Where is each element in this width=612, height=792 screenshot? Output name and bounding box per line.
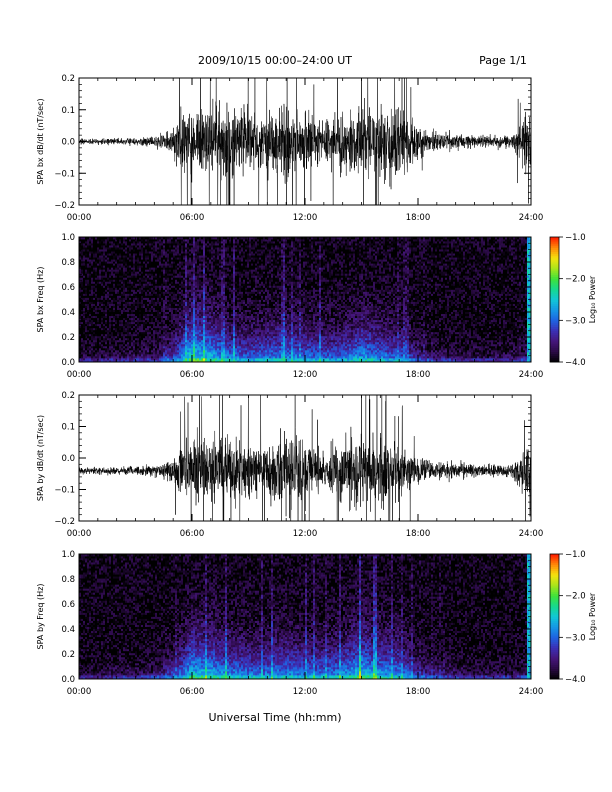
colorbar-tick-label: −2.0 — [565, 275, 586, 285]
y-tick-label: −0.2 — [54, 517, 75, 527]
colorbar-tick-label: −3.0 — [565, 633, 586, 643]
y-tick-label: 0.0 — [61, 138, 75, 148]
y-tick-label: −0.2 — [54, 201, 75, 211]
y-tick-label: 0.6 — [61, 283, 75, 293]
panel-bx-spectrogram: 00:00 06:00 12:00 18:00 24:00 1.0 0.8 0.6 0.4 0.2… — [36, 233, 597, 380]
y-axis-label: SPA bx Freq (Hz) — [36, 267, 45, 333]
y-tick-label: 0.8 — [61, 575, 75, 585]
y-tick-label: 0.1 — [61, 423, 75, 433]
x-tick-label: 24:00 — [519, 529, 544, 539]
spectrogram-cells — [79, 554, 531, 679]
y-tick-label: 1.0 — [61, 233, 75, 243]
colorbar-tick-label: −3.0 — [565, 316, 586, 326]
x-tick-label: 06:00 — [180, 213, 205, 223]
y-axis-label: SPA bx dB/dt (nT/sec) — [36, 98, 45, 184]
colorbar-tick-label: −1.0 — [565, 550, 586, 560]
y-tick-label: 0.2 — [61, 650, 75, 660]
x-tick-label: 24:00 — [519, 213, 544, 223]
y-tick-label: 0.6 — [61, 600, 75, 610]
colorbar-label: Log₁₀ Power — [588, 592, 597, 640]
x-tick-label: 18:00 — [406, 370, 431, 380]
y-tick-label: 0.2 — [61, 333, 75, 343]
x-tick-label: 18:00 — [406, 213, 431, 223]
x-tick-label: 12:00 — [293, 370, 318, 380]
y-tick-label: 0.4 — [61, 308, 75, 318]
colorbar-label: Log₁₀ Power — [588, 275, 597, 323]
x-tick-label: 18:00 — [406, 529, 431, 539]
y-axis-label: SPA by Freq (Hz) — [36, 584, 45, 650]
page-indicator: Page 1/1 — [479, 54, 527, 67]
x-tick-label: 00:00 — [67, 687, 92, 697]
x-tick-label: 00:00 — [67, 370, 92, 380]
y-tick-label: 0.1 — [61, 106, 75, 116]
x-tick-label: 12:00 — [293, 529, 318, 539]
x-axis-label: Universal Time (hh:mm) — [209, 711, 342, 724]
x-tick-label: 12:00 — [293, 213, 318, 223]
y-axis-label: SPA by dB/dt (nT/sec) — [36, 415, 45, 501]
x-tick-label: 06:00 — [180, 529, 205, 539]
x-tick-label: 24:00 — [519, 687, 544, 697]
spectrogram-cells — [79, 237, 531, 362]
colorbar-tick-label: −2.0 — [565, 592, 586, 602]
y-tick-label: 0.0 — [61, 454, 75, 464]
y-tick-label: 0.8 — [61, 258, 75, 268]
y-tick-label: 1.0 — [61, 550, 75, 560]
colorbar-tick-label: −1.0 — [565, 233, 586, 243]
figure-title: 2009/10/15 00:00–24:00 UT — [198, 54, 352, 67]
x-tick-label: 18:00 — [406, 687, 431, 697]
x-tick-label: 00:00 — [67, 529, 92, 539]
x-tick-label: 12:00 — [293, 687, 318, 697]
x-tick-label: 24:00 — [519, 370, 544, 380]
x-tick-label: 00:00 — [67, 213, 92, 223]
x-tick-label: 06:00 — [180, 370, 205, 380]
y-tick-label: 0.4 — [61, 625, 75, 635]
y-tick-label: −0.1 — [54, 169, 75, 179]
y-tick-label: 0.0 — [61, 675, 75, 685]
x-tick-label: 06:00 — [180, 687, 205, 697]
colorbar-tick-label: −4.0 — [565, 675, 586, 685]
y-tick-label: 0.2 — [61, 391, 75, 401]
panel-by-spectrogram: 00:00 06:00 12:00 18:00 24:00 1.0 0.8 0.6 0.4 0.2… — [36, 550, 597, 697]
colorbar-tick-label: −4.0 — [565, 358, 586, 368]
y-tick-label: 0.2 — [61, 74, 75, 84]
y-tick-label: −0.1 — [54, 486, 75, 496]
y-tick-label: 0.0 — [61, 358, 75, 368]
